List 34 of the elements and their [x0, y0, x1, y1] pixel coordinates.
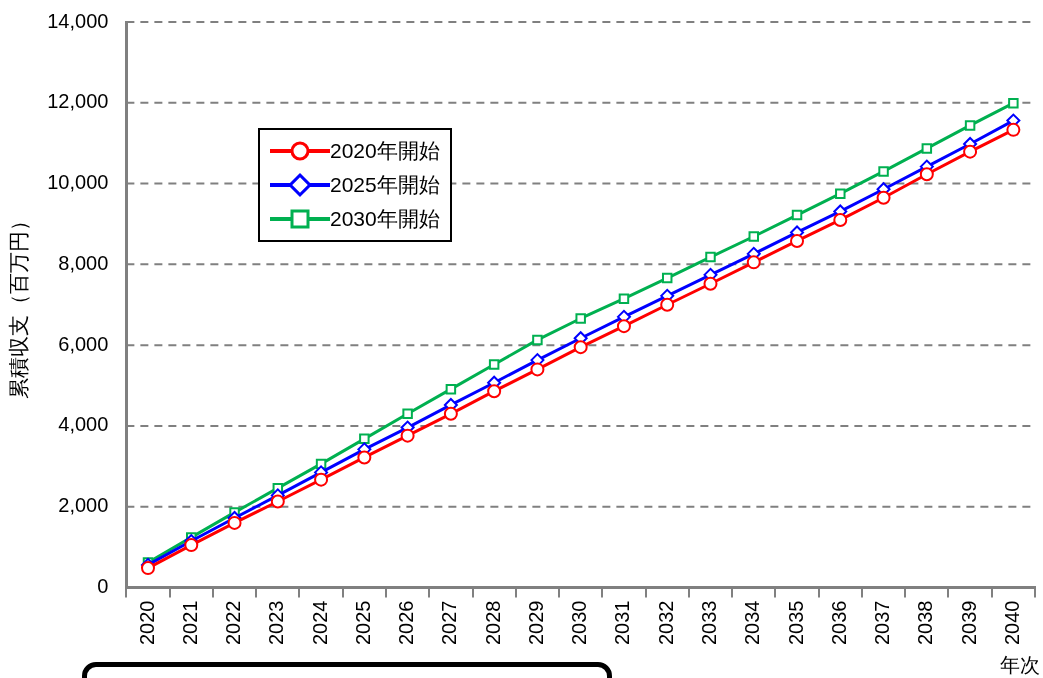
x-tick-label: 2033 [698, 600, 721, 646]
x-tick-label: 2031 [611, 600, 634, 646]
x-tick-label: 2039 [957, 600, 980, 646]
x-tick-label: 2034 [741, 600, 764, 646]
legend-label: 2020年開始 [330, 138, 440, 164]
y-tick-label: 2,000 [58, 494, 109, 517]
y-tick-label: 8,000 [58, 251, 109, 274]
legend-label: 2025年開始 [330, 172, 440, 198]
x-tick-label: 2037 [871, 600, 894, 646]
x-tick-label: 2024 [308, 600, 331, 646]
x-tick-label: 2021 [178, 600, 201, 646]
x-tick-label: 2022 [222, 600, 245, 646]
x-tick-label: 2027 [438, 600, 461, 646]
y-axis-title: 累積収支（百万円） [7, 210, 31, 400]
x-tick-label: 2038 [914, 600, 937, 646]
y-tick-label: 10,000 [47, 171, 109, 194]
y-tick-label: 12,000 [47, 90, 109, 113]
x-tick-label: 2035 [784, 600, 807, 646]
x-tick-label: 2026 [395, 600, 418, 646]
y-tick-label: 14,000 [47, 9, 109, 32]
x-tick-label: 2029 [524, 600, 547, 646]
x-tick-label: 2025 [351, 600, 374, 646]
x-axis-title: 年次 [1000, 653, 1040, 676]
y-tick-label: 0 [97, 575, 109, 598]
x-tick-label: 2032 [654, 600, 677, 646]
x-tick-label: 2023 [265, 600, 288, 646]
y-tick-label: 4,000 [58, 413, 109, 436]
x-tick-label: 2040 [1000, 600, 1023, 646]
x-tick-label: 2020 [135, 600, 158, 646]
x-tick-label: 2030 [568, 600, 591, 646]
legend-label: 2030年開始 [330, 206, 440, 232]
y-tick-label: 6,000 [58, 332, 109, 355]
x-tick-label: 2036 [827, 600, 850, 646]
x-tick-label: 2028 [481, 600, 504, 646]
